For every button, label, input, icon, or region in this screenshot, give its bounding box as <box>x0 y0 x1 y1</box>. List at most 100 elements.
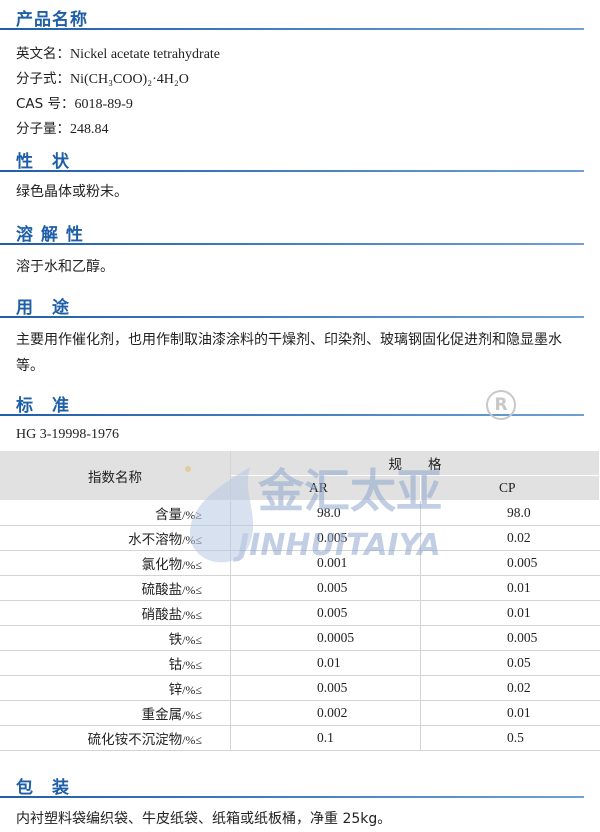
header-cp: CP <box>420 475 600 501</box>
section-header-product-name: 产品名称 <box>0 4 584 30</box>
row-ar-value: 0.001 <box>230 550 422 576</box>
row-cp-value: 98.0 <box>420 500 600 526</box>
table-header-row: 指数名称 规格 <box>0 451 600 501</box>
section-divider <box>0 170 584 172</box>
english-name-value: Nickel acetate tetrahydrate <box>70 47 221 62</box>
header-ar: AR <box>230 475 422 501</box>
row-index-name: 含量/%≥ <box>0 500 231 526</box>
row-cp-value: 0.005 <box>420 625 600 651</box>
row-cp-value: 0.02 <box>420 675 600 701</box>
row-index-name: 硫酸盐/%≤ <box>0 575 231 601</box>
table-row: 含量/%≥ 98.0 98.0 <box>0 500 600 526</box>
row-unit-text: /%≤ <box>182 708 202 722</box>
section-divider <box>0 316 584 318</box>
header-index-name: 指数名称 <box>0 451 231 501</box>
table-row: 硝酸盐/%≤ 0.005 0.01 <box>0 600 600 626</box>
registered-trademark-icon: R <box>486 390 516 420</box>
molecular-weight-value: 248.84 <box>70 122 109 137</box>
table-row: 铁/%≤ 0.0005 0.005 <box>0 625 600 651</box>
row-ar-value: 0.1 <box>230 725 422 751</box>
row-unit-text: /%≥ <box>182 508 202 522</box>
section-header-solubility: 溶 解 性 <box>0 219 584 245</box>
row-cp-value: 0.01 <box>420 575 600 601</box>
row-name-text: 氯化物 <box>141 557 183 573</box>
molecular-weight-label: 分子量： <box>16 121 70 137</box>
properties-text: 绿色晶体或粉末。 <box>16 184 128 200</box>
table-row: 锌/%≤ 0.005 0.02 <box>0 675 600 701</box>
row-name-text: 铁 <box>168 632 183 648</box>
row-name-text: 重金属 <box>141 707 183 723</box>
section-header-standard: 标 准 <box>0 390 584 416</box>
english-name-label: 英文名： <box>16 46 70 62</box>
solubility-text: 溶于水和乙醇。 <box>16 259 114 275</box>
row-index-name: 水不溶物/%≤ <box>0 525 231 551</box>
row-cp-value: 0.005 <box>420 550 600 576</box>
row-unit-text: /%≤ <box>182 658 202 672</box>
section-divider <box>0 796 584 798</box>
section-divider <box>0 243 584 245</box>
cas-line: CAS 号：6018-89-9 <box>16 92 133 113</box>
row-name-text: 硫酸盐 <box>141 582 183 598</box>
row-unit-text: /%≤ <box>182 608 202 622</box>
row-cp-value: 0.05 <box>420 650 600 676</box>
row-unit-text: /%≤ <box>182 733 202 747</box>
row-ar-value: 0.0005 <box>230 625 422 651</box>
table-row: 硫酸盐/%≤ 0.005 0.01 <box>0 575 600 601</box>
specification-table: 指数名称 规格 AR CP 含量/%≥ 98.0 98.0 水不溶物/%≤ 0.005 0… <box>0 451 600 751</box>
formula-label: 分子式： <box>16 71 70 87</box>
table-row: 硫化铵不沉淀物/%≤ 0.1 0.5 <box>0 725 600 751</box>
section-title: 溶 解 性 <box>16 225 84 245</box>
row-index-name: 重金属/%≤ <box>0 700 231 726</box>
row-index-name: 铁/%≤ <box>0 625 231 651</box>
row-ar-value: 0.005 <box>230 525 422 551</box>
section-title: 标 准 <box>16 396 70 416</box>
row-index-name: 钴/%≤ <box>0 650 231 676</box>
use-text: 主要用作催化剂，也用作制取油漆涂料的干燥剂、印染剂、玻璃钢固化促进剂和隐显墨水等… <box>16 332 562 374</box>
row-ar-value: 0.005 <box>230 600 422 626</box>
row-index-name: 氯化物/%≤ <box>0 550 231 576</box>
row-cp-value: 0.5 <box>420 725 600 751</box>
standard-code: HG 3-19998-1976 <box>16 427 120 442</box>
section-title: 性 状 <box>16 152 70 172</box>
row-unit-text: /%≤ <box>182 633 202 647</box>
table-row: 水不溶物/%≤ 0.005 0.02 <box>0 525 600 551</box>
section-divider <box>0 28 584 30</box>
row-name-text: 硫化铵不沉淀物 <box>87 732 183 748</box>
row-unit-text: /%≤ <box>182 583 202 597</box>
row-ar-value: 0.005 <box>230 675 422 701</box>
header-spec-group: 规格 <box>230 451 600 476</box>
section-header-use: 用 途 <box>0 292 584 318</box>
standard-code-line: HG 3-19998-1976 <box>16 426 119 443</box>
formula-value: Ni(CH₃COO)₂·4H₂O <box>70 72 189 87</box>
formula-line: 分子式：Ni(CH₃COO)₂·4H₂O <box>16 67 189 88</box>
row-cp-value: 0.01 <box>420 700 600 726</box>
row-unit-text: /%≤ <box>182 558 202 572</box>
row-ar-value: 98.0 <box>230 500 422 526</box>
table-row: 氯化物/%≤ 0.001 0.005 <box>0 550 600 576</box>
table-row: 钴/%≤ 0.01 0.05 <box>0 650 600 676</box>
section-title: 产品名称 <box>16 10 88 30</box>
section-title: 用 途 <box>16 298 70 318</box>
cas-label: CAS 号： <box>16 96 75 112</box>
section-header-properties: 性 状 <box>0 146 584 172</box>
row-index-name: 硫化铵不沉淀物/%≤ <box>0 725 231 751</box>
row-name-text: 含量 <box>155 507 183 523</box>
english-name-line: 英文名：Nickel acetate tetrahydrate <box>16 42 220 63</box>
packaging-text: 内衬塑料袋编织袋、牛皮纸袋、纸箱或纸板桶，净重 25kg。 <box>16 811 392 827</box>
row-ar-value: 0.005 <box>230 575 422 601</box>
cas-value: 6018-89-9 <box>74 97 133 112</box>
section-header-packaging: 包 装 <box>0 772 584 798</box>
row-name-text: 硝酸盐 <box>141 607 183 623</box>
row-index-name: 锌/%≤ <box>0 675 231 701</box>
row-name-text: 水不溶物 <box>128 532 183 548</box>
row-ar-value: 0.01 <box>230 650 422 676</box>
table-subheader-row: AR CP <box>0 475 600 501</box>
section-title: 包 装 <box>16 778 70 798</box>
row-ar-value: 0.002 <box>230 700 422 726</box>
row-cp-value: 0.01 <box>420 600 600 626</box>
row-name-text: 锌 <box>168 682 183 698</box>
row-unit-text: /%≤ <box>182 683 202 697</box>
row-index-name: 硝酸盐/%≤ <box>0 600 231 626</box>
table-row: 重金属/%≤ 0.002 0.01 <box>0 700 600 726</box>
molecular-weight-line: 分子量：248.84 <box>16 117 109 138</box>
